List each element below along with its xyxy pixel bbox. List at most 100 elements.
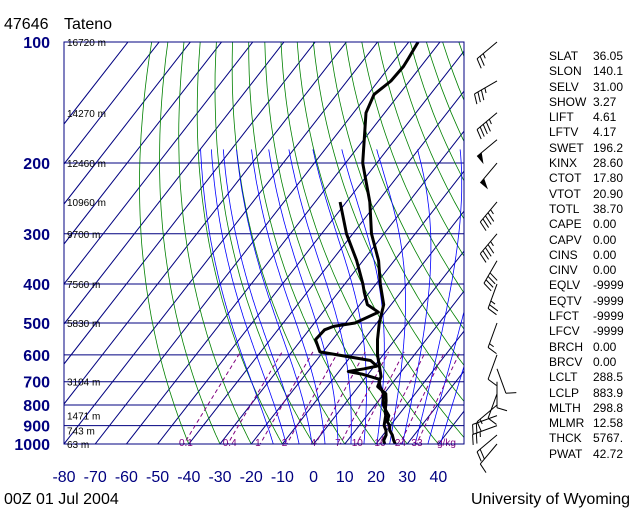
index-row-kinx: KINX 28.60 xyxy=(549,156,633,171)
dry-adiabat xyxy=(312,42,464,402)
index-row-totl: TOTL 38.70 xyxy=(549,202,633,217)
wind-barb xyxy=(476,404,498,432)
mixing-ratio-line xyxy=(286,351,339,444)
mixing-ratio-line xyxy=(183,351,241,444)
isotherm xyxy=(64,42,316,365)
moist-adiabat xyxy=(341,149,385,444)
index-name: SLAT xyxy=(549,49,579,63)
moist-adiabat xyxy=(440,364,464,444)
temperature-tick: -20 xyxy=(240,469,263,486)
temperature-tick: 0 xyxy=(309,469,318,486)
moist-adiabat xyxy=(222,149,300,444)
isotherm xyxy=(250,170,464,444)
isotherm xyxy=(125,42,441,444)
mixing-ratio-line xyxy=(314,351,366,444)
temperature-tick: -50 xyxy=(146,469,169,486)
wind-barb xyxy=(487,283,499,316)
wind-barb xyxy=(496,381,508,412)
moist-adiabat xyxy=(414,149,463,444)
wind-barb xyxy=(496,368,517,394)
index-value: 0.00 xyxy=(593,339,617,354)
temperature-tick: 30 xyxy=(398,469,416,486)
wind-barb xyxy=(476,112,498,140)
index-value: 20.90 xyxy=(593,186,624,201)
index-name: TOTL xyxy=(549,201,580,216)
pressure-tick-600: 600 xyxy=(23,348,50,365)
mixing-ratio-line xyxy=(339,351,389,444)
dewpoint-profile xyxy=(314,201,388,444)
dry-adiabat xyxy=(329,42,464,366)
index-row-slat: SLAT 36.05 xyxy=(549,49,633,64)
index-name: KINX xyxy=(549,156,578,171)
index-row-thck: THCK 5767. xyxy=(549,431,633,446)
index-value: 4.17 xyxy=(593,125,617,140)
index-value: 883.9 xyxy=(593,385,624,400)
index-row-swet: SWET 196.2 xyxy=(549,141,633,156)
index-row-show: SHOW 3.27 xyxy=(549,95,633,110)
isotherm xyxy=(406,370,464,444)
index-row-lclp: LCLP 883.9 xyxy=(549,386,633,401)
pressure-tick-300: 300 xyxy=(23,227,50,244)
wind-barb xyxy=(487,354,498,386)
dry-adiabat xyxy=(196,42,283,444)
isotherm xyxy=(64,42,129,125)
plot-frame xyxy=(63,41,465,445)
index-value: -9999 xyxy=(593,324,624,339)
wind-barb xyxy=(479,443,498,473)
index-name: LIFT xyxy=(549,110,574,125)
index-name: BRCH xyxy=(549,339,584,354)
index-value: 0.00 xyxy=(593,247,617,262)
mixing-ratio-line xyxy=(227,351,283,444)
height-label: 63 m xyxy=(67,440,89,451)
temperature-tick: -60 xyxy=(115,469,138,486)
index-row-lftv: LFTV 4.17 xyxy=(549,125,633,140)
index-value: -9999 xyxy=(593,309,624,324)
moist-adiabat xyxy=(427,310,464,444)
dry-adiabat xyxy=(393,42,464,220)
isotherm xyxy=(344,290,464,444)
index-value: 38.70 xyxy=(593,201,624,216)
isotherm xyxy=(156,50,464,444)
index-row-cins: CINS 0.00 xyxy=(549,248,633,263)
isotherm xyxy=(188,90,464,444)
index-row-brch: BRCH 0.00 xyxy=(549,340,633,355)
moist-adiabat xyxy=(376,149,406,444)
index-row-pwat: PWAT 42.72 xyxy=(549,447,633,462)
index-value: 42.72 xyxy=(593,446,624,461)
height-label: 10960 m xyxy=(67,198,106,209)
pressure-tick-200: 200 xyxy=(23,156,50,173)
index-row-lfct: LFCT -9999 xyxy=(549,309,633,324)
index-value: 12.58 xyxy=(593,416,624,431)
wind-barb xyxy=(473,80,498,105)
index-value: 4.61 xyxy=(593,110,617,125)
pressure-tick-400: 400 xyxy=(23,277,50,294)
moist-adiabat xyxy=(236,149,313,444)
credit-label: University of Wyoming xyxy=(471,491,630,508)
pressure-tick-500: 500 xyxy=(23,316,50,333)
wind-barb xyxy=(476,139,498,165)
index-name: CTOT xyxy=(549,171,582,186)
dry-adiabat xyxy=(139,42,190,444)
station-name: Tateno xyxy=(64,16,112,33)
index-name: CAPV xyxy=(549,232,582,247)
index-name: MLTH xyxy=(549,400,581,415)
wind-barb xyxy=(476,41,498,69)
index-row-mlth: MLTH 298.8 xyxy=(549,401,633,416)
index-row-selv: SELV 31.00 xyxy=(549,80,633,95)
index-row-vtot: VTOT 20.90 xyxy=(549,187,633,202)
dry-adiabat xyxy=(361,42,464,294)
index-value: 17.80 xyxy=(593,171,624,186)
index-name: LCLT xyxy=(549,370,578,385)
index-row-mlmr: MLMR 12.58 xyxy=(549,416,633,431)
temperature-tick: -70 xyxy=(84,469,107,486)
temperature-tick: 10 xyxy=(336,469,354,486)
mixing-ratio-line xyxy=(259,351,314,444)
index-name: VTOT xyxy=(549,186,581,201)
isotherm xyxy=(64,42,223,245)
isotherm xyxy=(64,42,160,165)
moist-adiabat xyxy=(200,149,274,444)
wind-barb xyxy=(472,415,498,435)
index-name: SELV xyxy=(549,79,579,94)
index-value: 0.00 xyxy=(593,232,617,247)
